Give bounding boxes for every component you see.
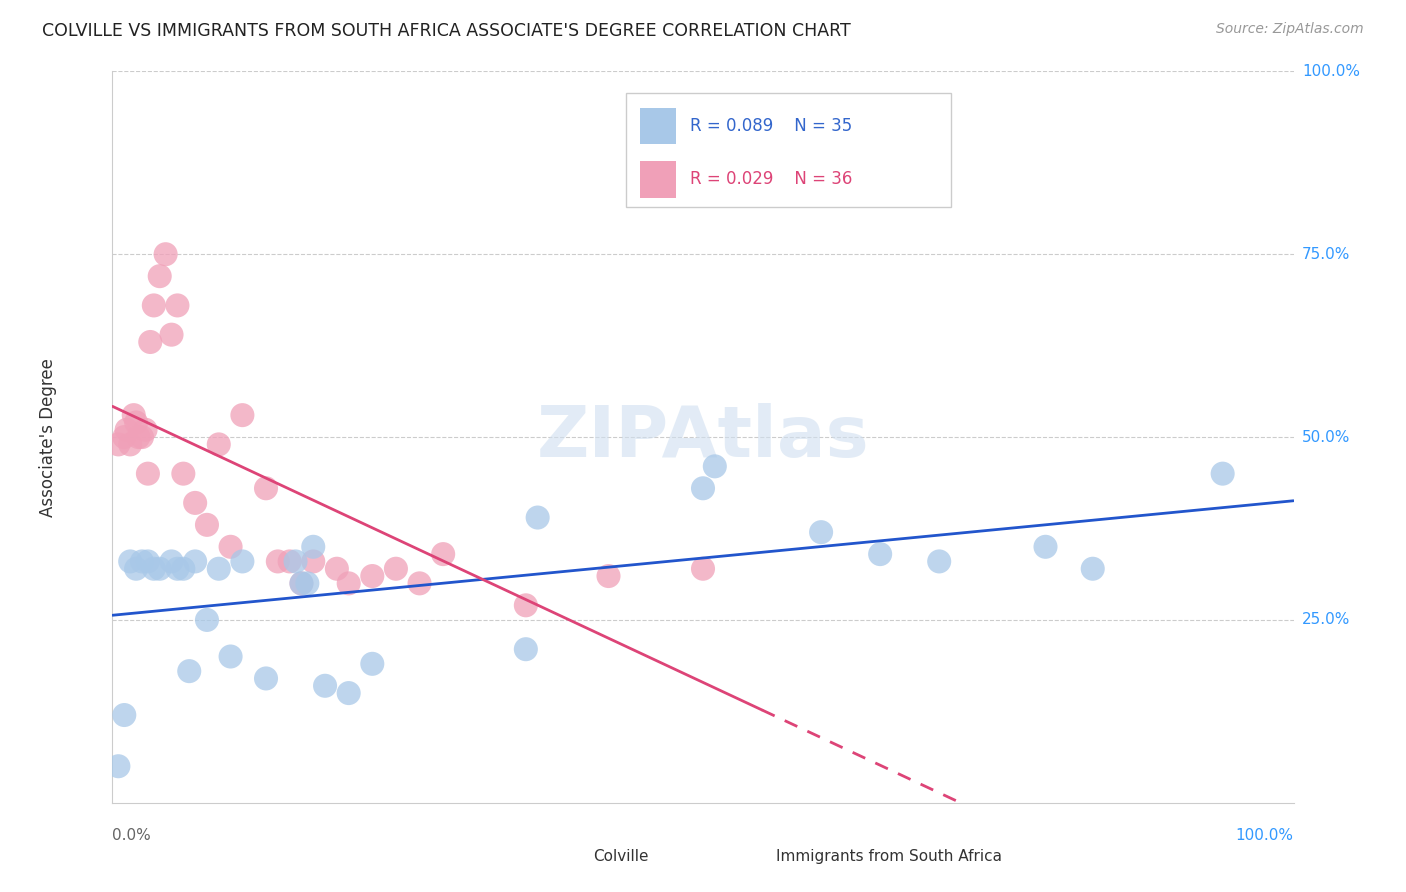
Text: COLVILLE VS IMMIGRANTS FROM SOUTH AFRICA ASSOCIATE'S DEGREE CORRELATION CHART: COLVILLE VS IMMIGRANTS FROM SOUTH AFRICA… (42, 22, 851, 40)
Point (122, 408, 145, 422)
Point (120, 554, 142, 568)
Text: 100.0%: 100.0% (1302, 64, 1360, 78)
Point (1035, 540, 1057, 554)
Point (112, 708, 135, 723)
Point (326, 562, 349, 576)
Point (254, 672, 277, 686)
Point (302, 554, 325, 568)
Point (160, 327, 183, 342)
Point (515, 599, 537, 613)
FancyBboxPatch shape (626, 94, 950, 207)
Text: ZIPAtlas: ZIPAtlas (537, 402, 869, 472)
Point (208, 562, 231, 576)
Point (195, 517, 218, 532)
Text: Immigrants from South Africa: Immigrants from South Africa (776, 849, 1002, 864)
Point (120, 437, 142, 451)
Text: 0.0%: 0.0% (112, 828, 152, 843)
Text: R = 0.089    N = 35: R = 0.089 N = 35 (690, 117, 852, 135)
Point (184, 554, 207, 568)
Point (142, 298, 165, 312)
Point (314, 679, 336, 693)
Text: Source: ZipAtlas.com: Source: ZipAtlas.com (1216, 22, 1364, 37)
Point (297, 576, 319, 591)
Point (135, 423, 157, 437)
Point (219, 649, 242, 664)
Point (361, 569, 384, 583)
Point (290, 576, 312, 591)
Point (692, 481, 714, 495)
Text: R = 0.029    N = 36: R = 0.029 N = 36 (690, 170, 852, 188)
Point (179, 664, 201, 678)
Point (107, 437, 129, 451)
Point (869, 547, 891, 561)
Text: Colville: Colville (593, 849, 648, 864)
Text: 25.0%: 25.0% (1302, 613, 1350, 627)
Point (432, 547, 454, 561)
FancyBboxPatch shape (738, 843, 765, 871)
Point (172, 562, 194, 576)
Point (136, 554, 159, 568)
Point (284, 554, 307, 568)
Point (115, 423, 138, 437)
Point (703, 459, 725, 474)
Point (166, 298, 188, 312)
Point (107, 759, 129, 773)
Point (278, 554, 301, 568)
Text: 50.0%: 50.0% (1302, 430, 1350, 444)
Point (231, 554, 253, 568)
Point (160, 554, 183, 568)
Point (142, 562, 165, 576)
Point (408, 576, 430, 591)
Point (155, 247, 177, 261)
FancyBboxPatch shape (640, 108, 676, 145)
Point (515, 642, 537, 657)
Point (692, 562, 714, 576)
FancyBboxPatch shape (555, 843, 581, 871)
Point (149, 269, 172, 284)
Point (166, 562, 188, 576)
Point (149, 562, 172, 576)
Point (195, 613, 218, 627)
Point (184, 496, 207, 510)
Point (290, 576, 312, 591)
Point (131, 554, 153, 568)
Point (1212, 467, 1234, 481)
Point (361, 657, 384, 671)
Point (231, 408, 253, 422)
Point (267, 554, 290, 568)
Point (810, 525, 832, 540)
Text: 75.0%: 75.0% (1302, 247, 1350, 261)
Point (337, 576, 360, 591)
Point (598, 569, 620, 583)
Point (302, 540, 325, 554)
Point (337, 686, 360, 700)
Point (219, 540, 242, 554)
Point (139, 334, 162, 349)
Point (125, 416, 148, 430)
Point (125, 562, 148, 576)
Point (385, 562, 408, 576)
Point (112, 430, 135, 444)
FancyBboxPatch shape (640, 161, 676, 198)
Point (208, 437, 231, 451)
Point (254, 481, 277, 495)
Point (172, 467, 194, 481)
Point (136, 467, 159, 481)
Point (131, 430, 153, 444)
Text: 100.0%: 100.0% (1236, 828, 1294, 843)
Text: Associate's Degree: Associate's Degree (38, 358, 56, 516)
Point (928, 554, 950, 568)
Point (127, 430, 149, 444)
Point (1081, 562, 1104, 576)
Point (526, 510, 548, 524)
